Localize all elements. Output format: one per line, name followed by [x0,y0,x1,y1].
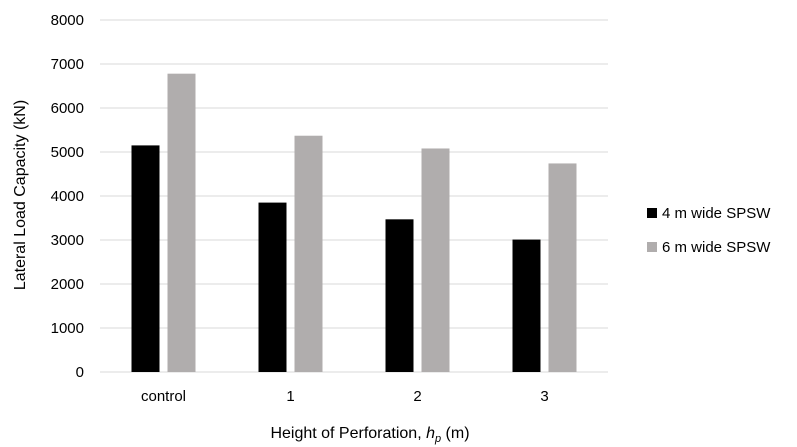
y-tick-label: 1000 [51,320,84,337]
x-tick-label: 3 [540,388,548,405]
legend-label: 6 m wide SPSW [662,239,771,256]
bar-series-2 [294,135,323,372]
x-tick-label: 1 [286,388,294,405]
y-tick-label: 2000 [51,276,84,293]
legend-swatch [647,242,657,252]
x-axis-title-symbol: h [426,425,435,442]
legend-swatch [647,208,657,218]
y-axis-title: Lateral Load Capacity (kN) [12,100,29,290]
y-axis-tick-labels: 0 1000 2000 3000 4000 5000 6000 7000 8000 [51,12,84,381]
y-tick-label: 0 [76,364,84,381]
y-tick-label: 4000 [51,188,84,205]
y-tick-label: 5000 [51,144,84,161]
y-tick-label: 3000 [51,232,84,249]
bar-series-1 [385,219,414,372]
bar-series-1 [131,145,160,372]
bar-series-2 [421,148,450,372]
bar-series-1 [258,202,287,372]
x-tick-label: control [141,388,186,405]
bar-series-2 [167,73,196,373]
x-axis-title-suffix: (m) [441,425,469,442]
legend-label: 4 m wide SPSW [662,205,771,222]
x-axis-tick-labels: control 1 2 3 [141,388,549,405]
x-axis-title-subscript: p [434,433,441,445]
legend: 4 m wide SPSW 6 m wide SPSW [647,205,771,256]
x-axis-title: Height of Perforation, hp (m) [270,425,469,445]
x-tick-label: 2 [413,388,421,405]
x-axis-title-prefix: Height of Perforation, [270,425,426,442]
bar-series-2 [548,163,577,372]
y-tick-label: 7000 [51,56,84,73]
y-tick-label: 8000 [51,12,84,29]
bars [131,73,577,373]
y-tick-label: 6000 [51,100,84,117]
bar-series-1 [512,239,541,372]
